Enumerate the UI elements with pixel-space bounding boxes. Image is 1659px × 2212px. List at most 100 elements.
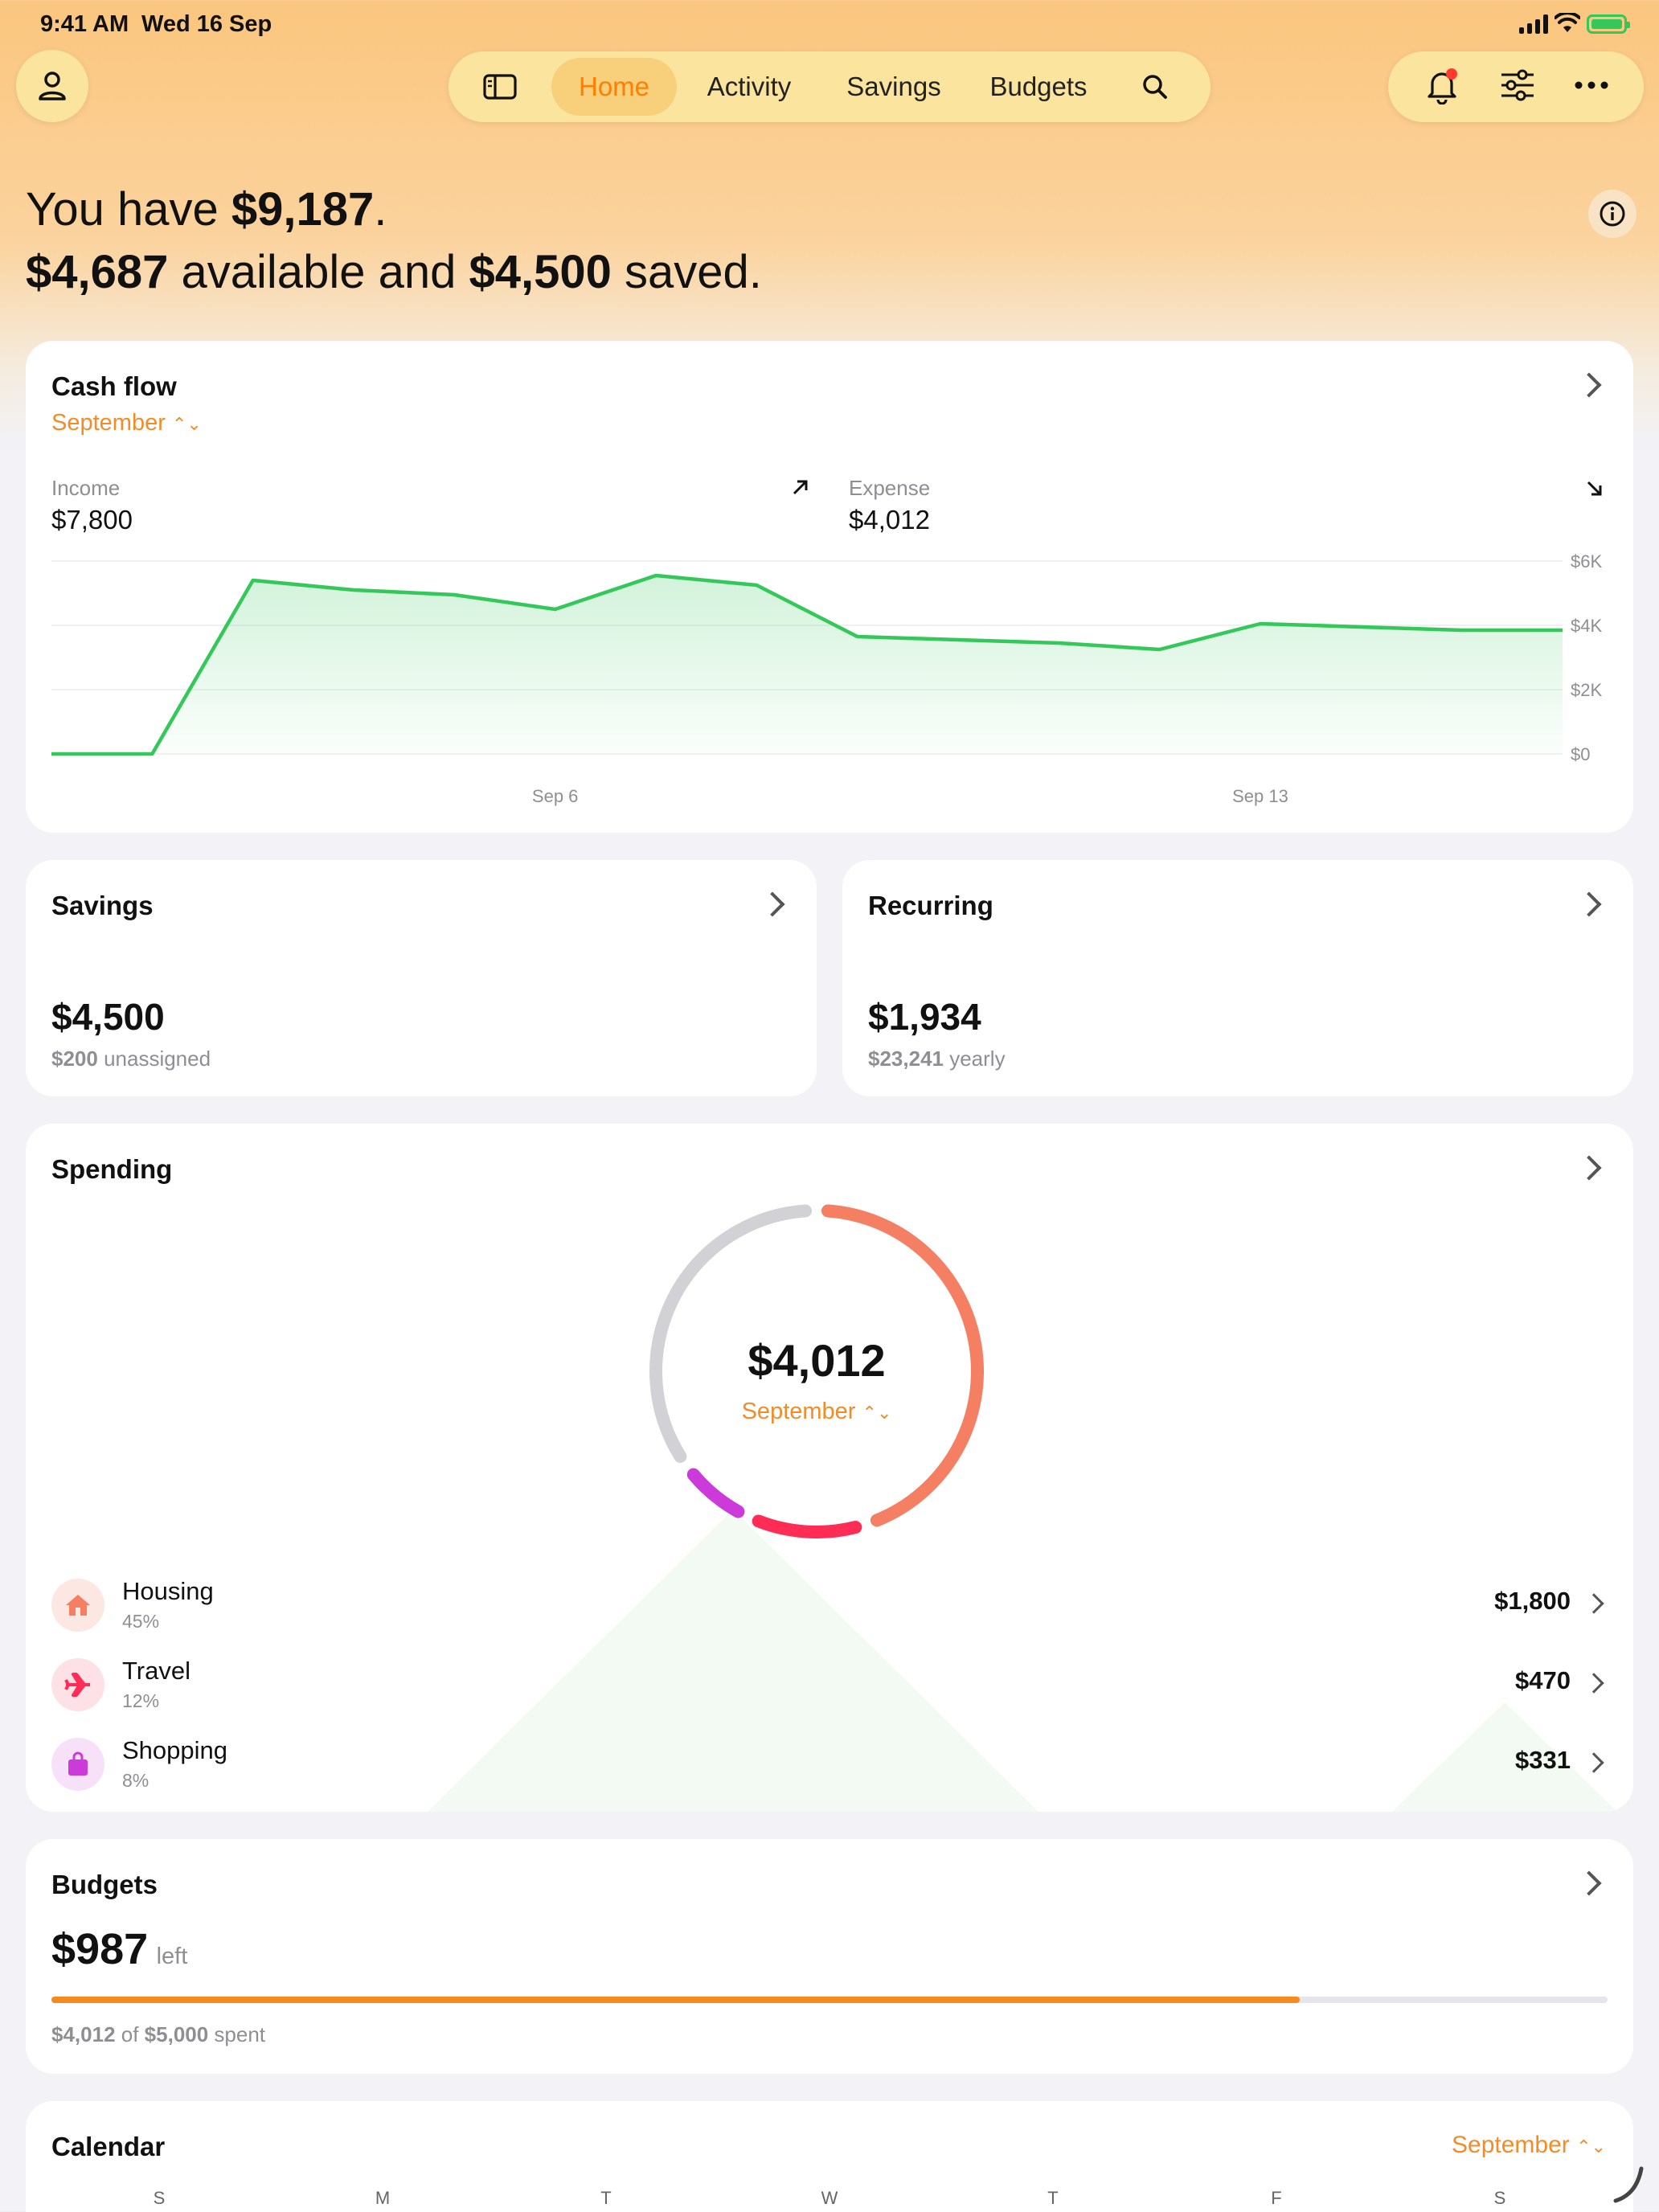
person-icon: [39, 72, 66, 100]
total-balance: $9,187: [231, 183, 375, 236]
budget-spent: $4,012 of $5,000 spent: [51, 2022, 265, 2047]
budgets-title: Budgets: [51, 1870, 158, 1899]
status-bar: 9:41 AM Wed 16 Sep: [40, 11, 1630, 43]
y-tick-label: $0: [1571, 744, 1590, 764]
recurring-card[interactable]: Recurring $1,934 $23,241 yearly: [842, 860, 1633, 1096]
ellipsis-icon: [1575, 81, 1608, 89]
chevron-up-down-icon: ⌃⌄: [171, 414, 202, 434]
calendar-period-picker[interactable]: September ⌃⌄: [1452, 2132, 1606, 2159]
y-tick-label: $2K: [1571, 680, 1602, 700]
available-text: available and: [168, 246, 469, 298]
wifi-icon: [1555, 13, 1580, 32]
chart-area: [51, 576, 1563, 754]
chevron-right-icon: [1583, 1752, 1604, 1773]
budget-spent-text: spent: [208, 2022, 266, 2046]
ring-segment-remaining: [649, 1204, 813, 1463]
sidebar-icon: [483, 74, 517, 100]
category-name: Travel: [122, 1657, 190, 1685]
savings-title: Savings: [51, 891, 154, 920]
airplane-icon: [51, 1658, 104, 1711]
chevron-right-icon: [1576, 372, 1602, 398]
budgets-card[interactable]: Budgets $987 left $4,012 of $5,000 spent: [26, 1839, 1633, 2074]
arrow-up-right-icon: [793, 480, 808, 495]
tab-home[interactable]: Home: [551, 58, 677, 116]
budget-total-value: $5,000: [144, 2022, 209, 2046]
filter-button[interactable]: [1498, 68, 1537, 107]
ring-segment-travel: [752, 1514, 862, 1538]
income-label: Income: [51, 476, 121, 500]
x-tick-label: Sep 6: [532, 786, 579, 806]
income-value: $7,800: [51, 505, 133, 535]
category-percent: 8%: [122, 1770, 150, 1791]
bag-icon: [51, 1738, 104, 1791]
chevron-up-down-icon: ⌃⌄: [1576, 2136, 1606, 2157]
chevron-up-down-icon: ⌃⌄: [862, 1403, 892, 1423]
chevron-right-icon: [1576, 891, 1602, 917]
category-row-shopping[interactable]: Shopping 8% $331: [51, 1730, 1608, 1799]
budget-spent-of: of: [115, 2022, 145, 2046]
cellular-signal-icon: [1519, 14, 1548, 34]
chevron-right-icon: [1576, 1870, 1602, 1896]
cash-flow-chart: $6K $4K $2K $0 Sep 6 Sep 13: [51, 551, 1602, 806]
recurring-amount: $1,934: [868, 996, 981, 1038]
cash-flow-period-picker[interactable]: September ⌃⌄: [51, 410, 202, 436]
tab-activity[interactable]: Activity: [707, 72, 792, 101]
expense-label: Expense: [849, 476, 931, 500]
weekday-label: F: [1271, 2188, 1282, 2208]
category-row-housing[interactable]: Housing 45% $1,800: [51, 1571, 1608, 1640]
category-row-travel[interactable]: Travel 12% $470: [51, 1650, 1608, 1719]
saved-text: saved.: [611, 246, 762, 298]
search-icon: [1143, 75, 1167, 99]
category-name: Shopping: [122, 1736, 228, 1764]
weekday-label: T: [1047, 2188, 1059, 2208]
cash-flow-title: Cash flow: [51, 371, 177, 401]
calendar-title: Calendar: [51, 2132, 166, 2161]
calendar-card[interactable]: Calendar September ⌃⌄: [26, 2101, 1633, 2212]
spending-period: September: [741, 1399, 856, 1424]
y-tick-label: $4K: [1571, 616, 1602, 636]
chart-series-line: [51, 573, 1563, 756]
unassigned-value: $200: [51, 1047, 98, 1071]
savings-amount: $4,500: [51, 996, 165, 1038]
recurring-title: Recurring: [868, 891, 993, 920]
more-button[interactable]: [1574, 80, 1609, 94]
budget-spent-value: $4,012: [51, 2022, 116, 2046]
tab-budgets[interactable]: Budgets: [989, 72, 1088, 101]
spending-title: Spending: [51, 1154, 173, 1184]
resize-handle-icon[interactable]: [1612, 2164, 1645, 2204]
balance-summary: You have $9,187. $4,687 available and $4…: [26, 178, 762, 304]
available-balance: $4,687: [26, 246, 169, 298]
spending-total: $4,012: [748, 1335, 886, 1386]
budget-progress-fill: [51, 1997, 1301, 2003]
chevron-right-icon: [1583, 1593, 1604, 1614]
notifications-button[interactable]: [1423, 66, 1461, 109]
budget-left-text: left: [156, 1944, 188, 1969]
yearly-value: $23,241: [868, 1047, 944, 1071]
budget-progress-track: [51, 1997, 1608, 2003]
spending-ring-chart: [649, 1204, 984, 1538]
spending-period-picker[interactable]: September ⌃⌄: [649, 1399, 984, 1425]
profile-button[interactable]: [16, 50, 88, 122]
savings-card[interactable]: Savings $4,500 $200 unassigned: [26, 860, 817, 1096]
spending-card[interactable]: Spending $4,012 September ⌃⌄ Housing 45%…: [26, 1124, 1633, 1812]
ring-segment-housing: [821, 1204, 984, 1527]
category-amount: $331: [1515, 1746, 1571, 1774]
sliders-icon: [1501, 69, 1534, 100]
balance-line-2: $4,687 available and $4,500 saved.: [26, 241, 762, 304]
weekday-label: M: [375, 2188, 391, 2208]
toolbar-actions: [1388, 51, 1644, 122]
sidebar-toggle-button[interactable]: [449, 74, 551, 100]
category-percent: 12%: [122, 1690, 160, 1711]
tab-bar: Home Activity Savings Budgets: [449, 51, 1210, 122]
search-button[interactable]: [1111, 72, 1199, 101]
battery-icon: [1587, 14, 1630, 34]
info-button[interactable]: [1588, 190, 1636, 238]
unassigned-text: unassigned: [97, 1047, 211, 1071]
weekday-label: S: [1493, 2188, 1506, 2208]
status-icons: [1519, 13, 1630, 34]
ring-segment-shopping: [686, 1468, 745, 1518]
status-time: 9:41 AM: [40, 11, 129, 37]
tab-savings[interactable]: Savings: [846, 72, 941, 101]
cash-flow-card[interactable]: Cash flow September ⌃⌄ Income $7,800 Exp…: [26, 341, 1633, 833]
house-icon: [51, 1579, 104, 1632]
